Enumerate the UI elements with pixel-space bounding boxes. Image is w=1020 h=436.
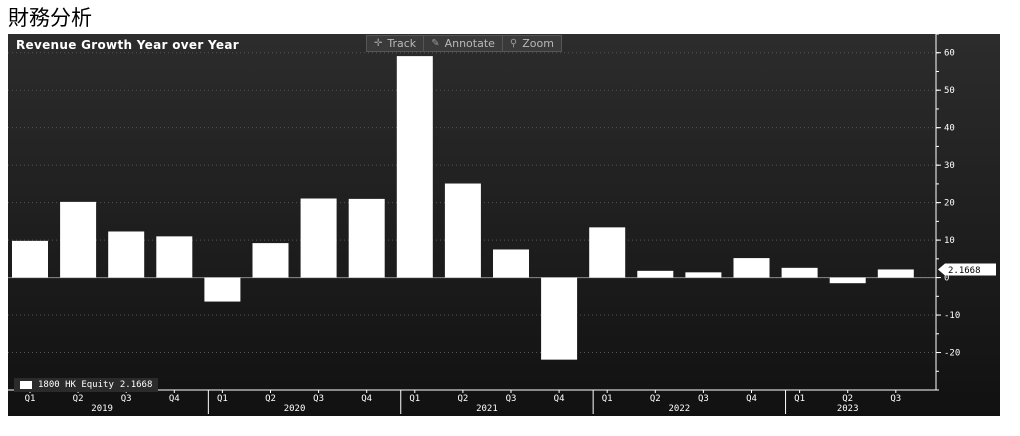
y-axis: 60 50 40 30 20 10 0 -10 -20 — [935, 34, 960, 391]
y-tick-label: 40 — [944, 124, 955, 134]
bar[interactable] — [829, 277, 866, 284]
y-tick-label: -10 — [944, 311, 960, 321]
x-tick-label: Q2 — [265, 394, 276, 404]
bar[interactable] — [444, 183, 481, 278]
x-tick-label: Q3 — [121, 394, 132, 404]
chart-title: Revenue Growth Year over Year — [16, 38, 239, 52]
bar[interactable] — [637, 270, 674, 278]
x-tick-label: Q3 — [890, 394, 901, 404]
bar[interactable] — [877, 269, 914, 278]
legend-value: 2.1668 — [119, 380, 153, 390]
year-label: 2020 — [284, 404, 306, 414]
x-tick-label: Q1 — [217, 394, 228, 404]
chart-panel: 60 50 40 30 20 10 0 -10 -20 Q1 Q2 Q3 Q4 Q1 Q2 Q3 Q4 Q1 Q2… — [8, 34, 1000, 416]
bar[interactable] — [781, 267, 818, 278]
y-tick-label: 20 — [944, 199, 955, 209]
x-tick-label: Q4 — [746, 394, 757, 404]
y-tick-label: -20 — [944, 349, 960, 359]
bar[interactable] — [108, 231, 145, 278]
bar[interactable] — [541, 277, 578, 360]
x-tick-label: Q1 — [602, 394, 613, 404]
x-tick-label: Q2 — [73, 394, 84, 404]
bar[interactable] — [300, 198, 337, 278]
x-tick-label: Q3 — [698, 394, 709, 404]
bar-chart[interactable]: 60 50 40 30 20 10 0 -10 -20 Q1 Q2 Q3 Q4 Q1 Q2 Q3 Q4 Q1 Q2… — [8, 34, 1000, 416]
track-button[interactable]: ✛ Track — [367, 36, 425, 51]
year-label: 2023 — [837, 404, 859, 414]
bar[interactable] — [252, 243, 289, 278]
bar[interactable] — [396, 56, 433, 278]
year-label: 2019 — [91, 404, 113, 414]
annotate-button[interactable]: ✎ Annotate — [424, 36, 503, 51]
bar[interactable] — [589, 227, 626, 278]
x-tick-label: Q3 — [506, 394, 517, 404]
y-tick-label: 10 — [944, 236, 955, 246]
bar[interactable] — [12, 240, 48, 278]
bar[interactable] — [204, 277, 241, 302]
x-tick-label: Q4 — [361, 394, 372, 404]
legend[interactable]: 1800 HK Equity 2.1668 — [14, 378, 159, 392]
x-axis: Q1 Q2 Q3 Q4 Q1 Q2 Q3 Q4 Q1 Q2 Q3 Q4 Q1 Q2 Q3 Q4 Q1 Q2 Q3 20… — [8, 389, 936, 414]
bar[interactable] — [60, 201, 97, 278]
bars — [12, 56, 914, 360]
track-label: Track — [387, 37, 417, 50]
pencil-icon: ✎ — [431, 38, 440, 49]
annotate-label: Annotate — [444, 37, 495, 50]
chart-toolbar: ✛ Track ✎ Annotate ⚲ Zoom — [366, 35, 562, 52]
x-tick-label: Q4 — [554, 394, 565, 404]
x-tick-label: Q3 — [313, 394, 324, 404]
bar[interactable] — [733, 258, 770, 278]
crosshair-icon: ✛ — [374, 38, 383, 49]
bar[interactable] — [348, 198, 385, 278]
year-label: 2021 — [476, 404, 498, 414]
x-tick-label: Q4 — [169, 394, 180, 404]
legend-label: 1800 HK Equity — [38, 380, 114, 390]
page-title: 財務分析 — [8, 6, 92, 30]
magnifier-icon: ⚲ — [509, 38, 518, 49]
x-tick-label: Q2 — [650, 394, 661, 404]
bar[interactable] — [156, 236, 193, 278]
year-label: 2022 — [669, 404, 691, 414]
y-tick-label: 50 — [944, 86, 955, 96]
x-tick-label: Q1 — [794, 394, 805, 404]
last-value-label: 2.1668 — [948, 266, 981, 276]
zoom-button[interactable]: ⚲ Zoom — [503, 36, 561, 51]
x-tick-label: Q2 — [842, 394, 853, 404]
bar[interactable] — [493, 249, 529, 278]
x-tick-label: Q2 — [457, 394, 468, 404]
zoom-label: Zoom — [522, 37, 554, 50]
x-tick-label: Q1 — [25, 394, 36, 404]
y-tick-label: 0 — [944, 274, 949, 284]
y-tick-label: 30 — [944, 161, 955, 171]
last-value-marker: 2.1668 — [938, 263, 996, 276]
bar[interactable] — [685, 272, 722, 278]
last-value-flag — [938, 263, 996, 276]
legend-swatch — [20, 381, 32, 389]
x-tick-label: Q1 — [409, 394, 420, 404]
y-tick-label: 60 — [944, 49, 955, 59]
